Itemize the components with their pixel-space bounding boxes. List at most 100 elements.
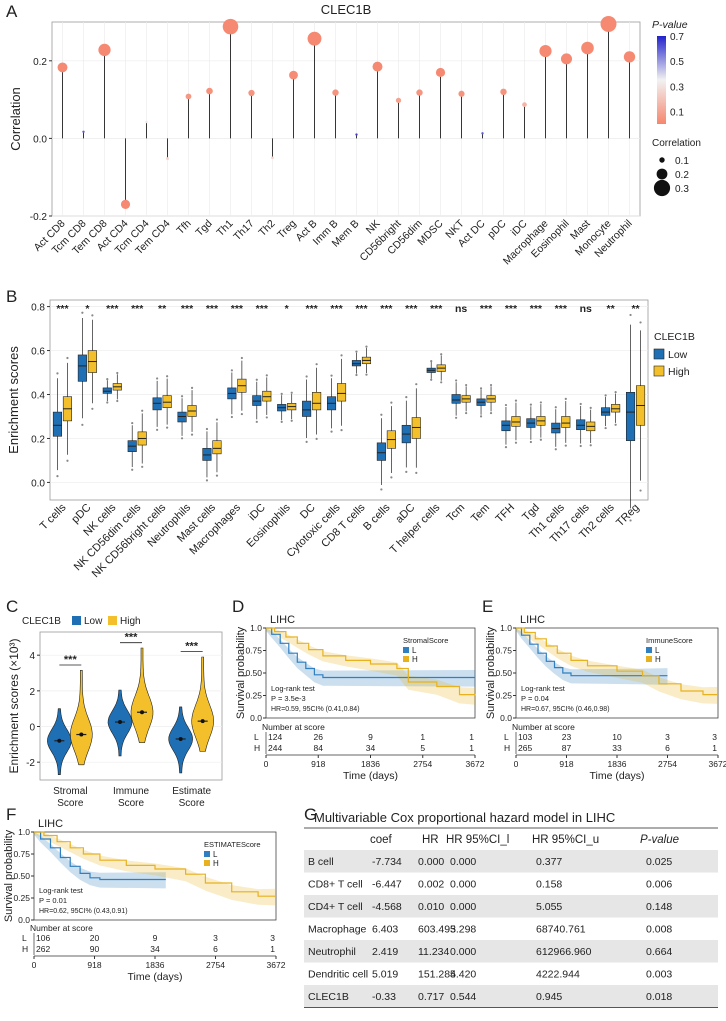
panel-a-point <box>372 61 383 72</box>
panel-b-low-outlier <box>479 387 483 390</box>
panel-e-risk-low-count: 10 <box>612 732 622 742</box>
panel-a-point <box>560 53 573 65</box>
panel-a-point <box>248 89 255 97</box>
panel-b-high-outlier <box>340 354 343 357</box>
panel-g-cell: 0.003 <box>646 969 672 981</box>
panel-e-risk-low-count: 3 <box>712 732 717 742</box>
panel-g-row-bg <box>304 917 718 940</box>
panel-f-ytick-label: 0.50 <box>13 871 30 881</box>
panel-b-low-box <box>576 419 586 430</box>
panel-g-table: Multivariable Cox proportional hazard mo… <box>304 810 718 1008</box>
panel-b-ytick-label: 0.4 <box>31 391 45 402</box>
panel-e-risk-high-count: 33 <box>612 743 622 753</box>
panel-a-size-legend-dot <box>659 157 665 163</box>
panel-b-low-outlier <box>430 359 433 363</box>
panel-a-size-legend-label: 0.1 <box>675 156 689 167</box>
panel-b-low-outlier <box>230 369 233 372</box>
panel-c-high-median-dot <box>79 732 84 737</box>
panel-d-xlabel: Time (days) <box>343 770 398 782</box>
panel-b-low-box <box>152 397 162 411</box>
panel-b-high-outlier <box>489 411 493 415</box>
panel-g-cell: 0.000 <box>450 879 476 891</box>
panel-b-low-outlier <box>255 420 258 423</box>
panel-f-xtick-label: 1836 <box>146 960 165 970</box>
panel-d-risk-high-count: 1 <box>469 743 474 753</box>
panel-g-row-bg <box>304 850 718 873</box>
panel-b-low-outlier <box>131 421 134 425</box>
panel-g-cell: 5.298 <box>450 924 476 936</box>
panel-b-significance: * <box>85 303 90 315</box>
panel-b-low-outlier <box>280 392 283 395</box>
panel-g-cell: 612966.960 <box>536 946 592 958</box>
panel-e-risk-group-high: H <box>504 743 510 753</box>
panel-g-cell: 5.055 <box>536 901 562 913</box>
panel-b-low-box <box>102 387 112 394</box>
panel-f-test-label: Log-rank test <box>39 886 84 895</box>
panel-b-low-outlier <box>131 468 134 471</box>
panel-c-category-label-line1: Immune <box>113 786 150 797</box>
panel-d-xtick-label: 918 <box>311 759 325 769</box>
panel-e-ytick-label: 1.0 <box>500 623 512 633</box>
panel-d-risk-high-count: 84 <box>314 743 324 753</box>
panel-f-risk-high-count: 6 <box>213 944 218 954</box>
panel-b-low-box <box>601 407 611 416</box>
panel-b-low-outlier <box>455 379 458 382</box>
panel-b-low-outlier <box>106 378 109 381</box>
panel-f-low-curve <box>34 831 166 881</box>
panel-e-risk-high-count: 6 <box>665 743 670 753</box>
panel-b-high-outlier <box>166 375 169 378</box>
panel-b-low-outlier <box>56 372 59 375</box>
panel-c-legend-swatch-low <box>72 616 81 625</box>
panel-e-ytick-label: 0.0 <box>500 713 512 723</box>
panel-d-hr-text: HR=0.59, 95CI% (0.41,0.84) <box>271 706 360 713</box>
panel-letter-c: C <box>6 597 18 616</box>
panel-d-legend-label-high: H <box>412 655 418 664</box>
panel-b-high-outlier <box>116 399 119 403</box>
panel-d-risk-low-count: 124 <box>268 732 282 742</box>
panel-d-ytick-label: 0.25 <box>245 691 262 701</box>
panel-b-significance: *** <box>330 303 343 315</box>
panel-c-low-median-dot <box>57 738 62 743</box>
panel-a-colorbar-tick: 0.7 <box>670 32 684 43</box>
panel-f-risk-low-count: 3 <box>213 933 218 943</box>
panel-b-low-box <box>625 392 636 441</box>
panel-b-significance: *** <box>256 303 269 315</box>
panel-g-header-cell: HR 95%CI_u <box>532 834 599 846</box>
panel-a-point <box>600 15 617 32</box>
panel-c-low-median-dot <box>178 736 183 741</box>
panel-a-size-legend-title: Correlation <box>652 138 701 149</box>
panel-g-cell: -0.33 <box>372 991 396 1003</box>
panel-b-low-outlier <box>81 423 84 426</box>
panel-b-significance: ** <box>631 303 640 315</box>
panel-a-size-legend-label: 0.3 <box>675 184 689 195</box>
panel-g-cell: -7.734 <box>372 856 402 868</box>
panel-a-point <box>271 156 274 160</box>
panel-b-high-outlier <box>564 397 567 401</box>
panel-c-significance: *** <box>185 641 199 653</box>
panel-c-legend-label-low: Low <box>84 616 103 627</box>
panel-b-high-outlier <box>390 401 393 404</box>
panel-f-ylabel: Survival probability <box>3 829 15 922</box>
panel-b-legend-swatch <box>653 365 665 377</box>
panel-d-risk-high-count: 34 <box>366 743 376 753</box>
panel-a-point <box>416 89 423 96</box>
panel-b-ytick-label: 0.6 <box>31 347 45 358</box>
panel-b-high-outlier <box>240 356 243 360</box>
panel-b-significance: *** <box>505 303 518 315</box>
panel-g-cell: 6.403 <box>372 924 398 936</box>
panel-e-xtick-label: 1836 <box>608 759 627 769</box>
panel-g-header-cell: HR <box>422 834 439 846</box>
panel-b-plot-frame <box>49 299 649 501</box>
panel-b-high-outlier <box>365 345 368 348</box>
panel-b-high-box <box>561 416 571 428</box>
panel-d-risk-low-count: 26 <box>314 732 324 742</box>
panel-b-low-box <box>376 442 386 461</box>
panel-b-low-outlier <box>380 488 383 491</box>
panel-b-high-box <box>312 392 322 411</box>
panel-c-ytick-label: -2 <box>26 758 35 769</box>
panel-b-high-outlier <box>614 390 617 394</box>
panel-b-category-label: B cells <box>361 501 393 533</box>
panel-b-low-outlier <box>529 403 532 406</box>
panel-f-risk-high-count: 1 <box>270 944 275 954</box>
panel-b-low-outlier <box>305 375 308 378</box>
